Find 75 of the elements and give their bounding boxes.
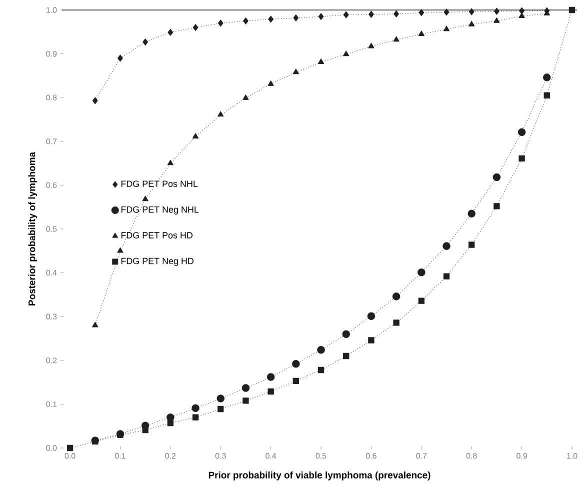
point	[242, 384, 250, 392]
point	[292, 378, 300, 384]
point	[66, 444, 74, 452]
point	[393, 36, 400, 42]
point	[394, 10, 399, 18]
point	[443, 273, 450, 280]
point	[292, 68, 299, 74]
point	[518, 155, 525, 162]
point	[444, 8, 450, 16]
point	[243, 17, 248, 24]
point	[492, 173, 501, 182]
point	[343, 11, 349, 18]
point	[418, 30, 424, 36]
point	[268, 16, 274, 23]
point	[192, 24, 198, 31]
point	[368, 42, 374, 48]
point	[292, 360, 300, 368]
point	[317, 346, 325, 354]
point	[142, 196, 148, 202]
point	[367, 312, 376, 320]
point	[468, 210, 476, 218]
point	[544, 92, 550, 98]
point	[216, 394, 225, 402]
legend-label: FDG PET Pos HD	[121, 232, 193, 238]
point	[318, 366, 324, 374]
point	[142, 426, 148, 434]
point	[92, 322, 98, 328]
point	[242, 398, 249, 404]
point	[242, 94, 249, 100]
point	[443, 26, 450, 32]
point	[418, 298, 424, 304]
point	[218, 20, 224, 27]
point	[266, 373, 275, 381]
point	[218, 406, 224, 412]
point	[268, 80, 274, 86]
legend-label: FDG PET Neg NHL	[121, 206, 199, 214]
point	[118, 54, 123, 62]
point	[418, 9, 424, 16]
point	[518, 128, 526, 136]
point	[568, 6, 576, 14]
point	[167, 160, 174, 166]
point	[192, 133, 199, 138]
point	[418, 268, 426, 276]
point	[442, 242, 450, 250]
point	[543, 74, 551, 82]
point	[168, 28, 174, 36]
point	[393, 320, 400, 326]
point	[167, 420, 174, 426]
point	[318, 13, 324, 20]
point	[192, 414, 199, 420]
point	[192, 404, 200, 412]
point	[117, 247, 124, 253]
point	[218, 111, 224, 117]
legend-label: FDG PET Pos NHL	[121, 180, 198, 187]
point	[468, 242, 475, 248]
point	[318, 58, 324, 64]
point	[92, 97, 98, 104]
point	[494, 8, 500, 15]
point	[519, 7, 524, 14]
point	[468, 20, 475, 26]
x-axis-title: Prior probability of viable lymphoma (prevalence)	[208, 471, 430, 480]
point	[343, 50, 350, 56]
legend-label: FDG PET Neg HD	[121, 258, 194, 266]
y-axis-title: Posterior probability of lymphoma	[28, 152, 38, 306]
point	[342, 330, 350, 338]
point	[494, 17, 500, 23]
point	[468, 8, 474, 16]
point	[368, 10, 374, 18]
point	[343, 352, 350, 360]
point	[142, 38, 148, 46]
point	[368, 337, 374, 344]
point	[494, 203, 500, 210]
point	[268, 388, 274, 395]
point	[392, 292, 400, 300]
point	[293, 14, 299, 22]
